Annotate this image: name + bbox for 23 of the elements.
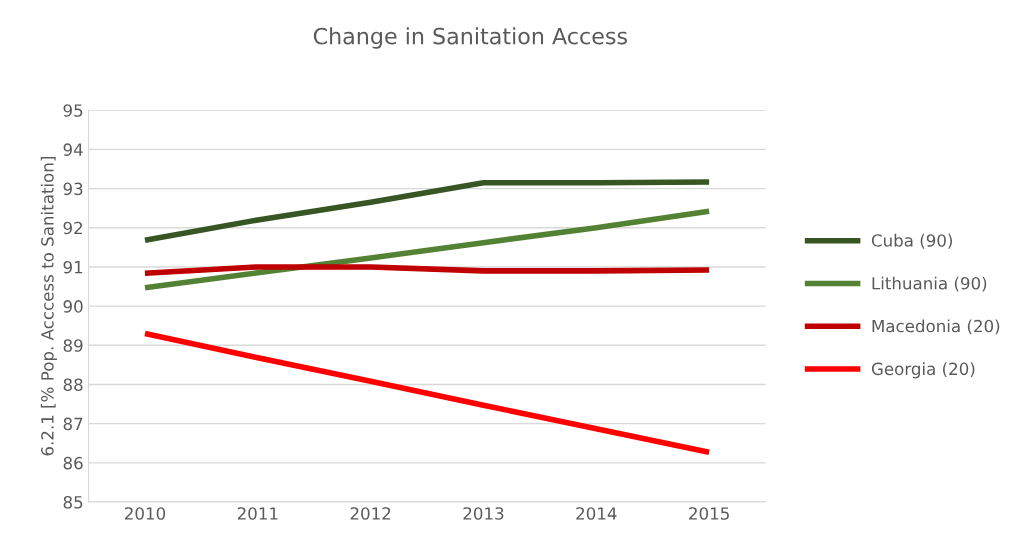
y-tick-label: 90 bbox=[63, 300, 83, 313]
legend-label: Macedonia (20) bbox=[872, 319, 1000, 335]
legend-label: Cuba (90) bbox=[871, 233, 953, 249]
y-tick-label: 85 bbox=[63, 495, 83, 509]
x-tick-label: 2015 bbox=[689, 507, 729, 520]
x-tick-label: 2010 bbox=[124, 507, 166, 520]
y-tick-label: 93 bbox=[63, 182, 83, 196]
y-tick-label: 89 bbox=[63, 339, 83, 352]
legend-label: Georgia (20) bbox=[871, 362, 975, 379]
y-tick-label: 94 bbox=[63, 143, 83, 156]
y-tick-label: 87 bbox=[63, 417, 83, 431]
y-tick-label: 86 bbox=[63, 456, 83, 470]
legend-label: Lithuania (90) bbox=[872, 276, 987, 292]
x-tick-label: 2013 bbox=[463, 507, 504, 520]
y-tick-label: 88 bbox=[63, 378, 83, 392]
chart-title: Change in Sanitation Access bbox=[313, 27, 627, 49]
x-tick-label: 2011 bbox=[237, 507, 278, 520]
x-tick-label: 2014 bbox=[576, 507, 617, 520]
y-tick-label: 91 bbox=[63, 260, 83, 274]
y-axis-title: 6.2.1 [% Pop. Acccess to Sanitation] bbox=[40, 157, 57, 456]
y-tick-label: 95 bbox=[63, 104, 83, 117]
y-tick-label: 92 bbox=[63, 221, 83, 235]
x-tick-label: 2012 bbox=[350, 507, 391, 520]
